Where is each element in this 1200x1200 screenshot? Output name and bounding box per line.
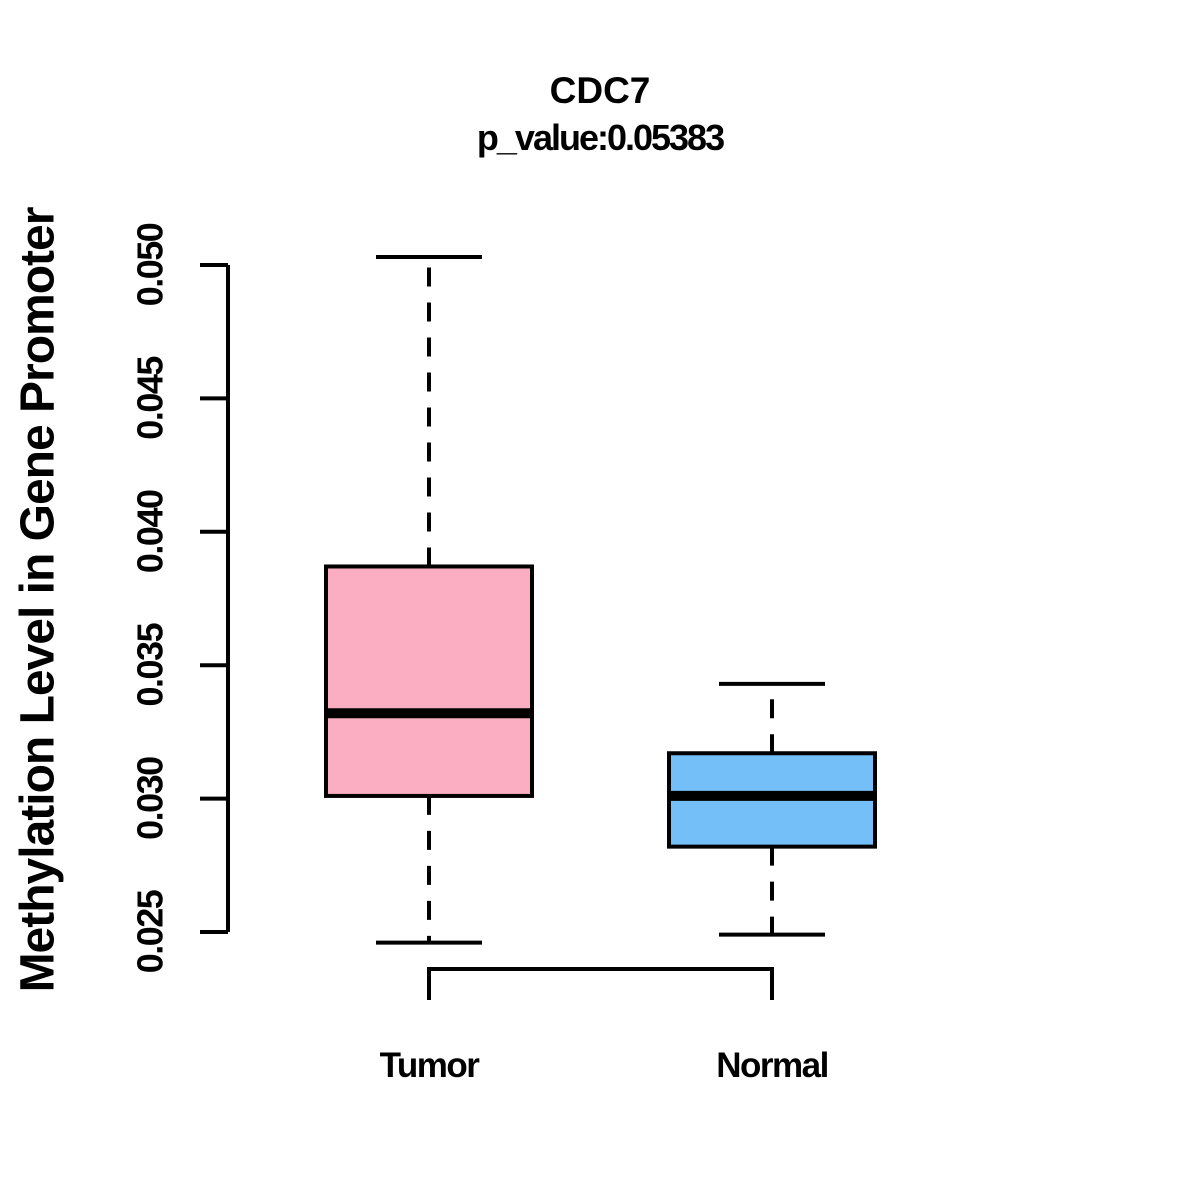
- chart-title: CDC7: [549, 70, 651, 111]
- x-category-label-normal: Normal: [716, 1046, 828, 1085]
- y-tick-label: 0.030: [130, 757, 171, 840]
- y-tick-label: 0.025: [130, 889, 171, 973]
- box-tumor: [324, 564, 534, 798]
- y-tick-label: 0.040: [130, 490, 171, 573]
- y-tick-label: 0.050: [130, 223, 171, 306]
- comparison-bracket: [427, 967, 774, 1000]
- x-category-label-tumor: Tumor: [380, 1046, 481, 1085]
- chart-subtitle: p_value:0.05383: [476, 117, 725, 158]
- y-tick-label: 0.035: [130, 622, 171, 706]
- y-tick-label: 0.045: [130, 356, 171, 440]
